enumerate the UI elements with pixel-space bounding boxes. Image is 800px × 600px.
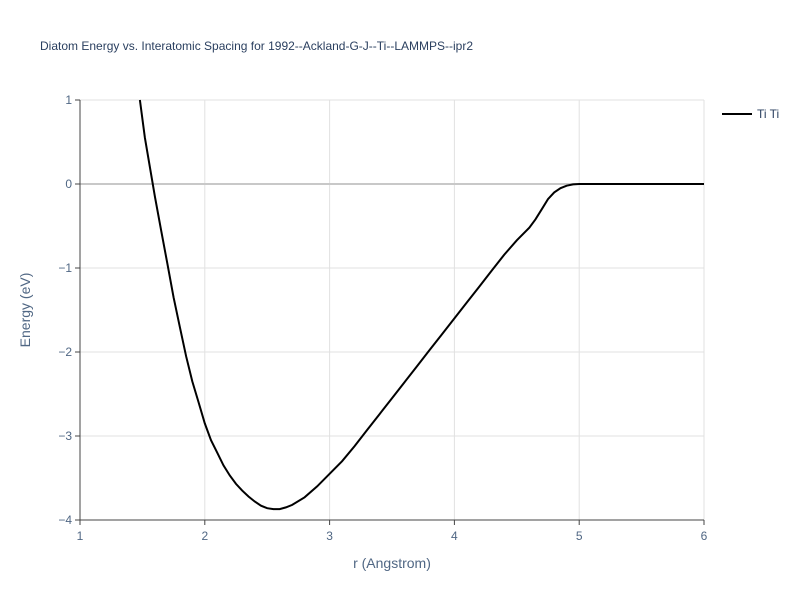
y-tick-label: 0 [65, 177, 72, 191]
x-tick-label: 1 [77, 529, 84, 543]
chart-title: Diatom Energy vs. Interatomic Spacing fo… [40, 39, 473, 53]
line-series [138, 99, 704, 511]
y-tick-label: 1 [65, 93, 72, 107]
x-tick-label: 2 [201, 529, 208, 543]
legend-label: Ti Ti [757, 107, 779, 121]
x-axis-title: r (Angstrom) [353, 555, 431, 571]
y-axis-title: Energy (eV) [17, 273, 33, 348]
x-tick-label: 4 [451, 529, 458, 543]
y-tick-label: −1 [58, 261, 72, 275]
y-tick-label: −2 [58, 345, 72, 359]
x-tick-label: 3 [326, 529, 333, 543]
x-tick-label: 5 [576, 529, 583, 543]
x-tick-label: 6 [701, 529, 708, 543]
y-tick-label: −4 [58, 513, 72, 527]
y-tick-label: −3 [58, 429, 72, 443]
